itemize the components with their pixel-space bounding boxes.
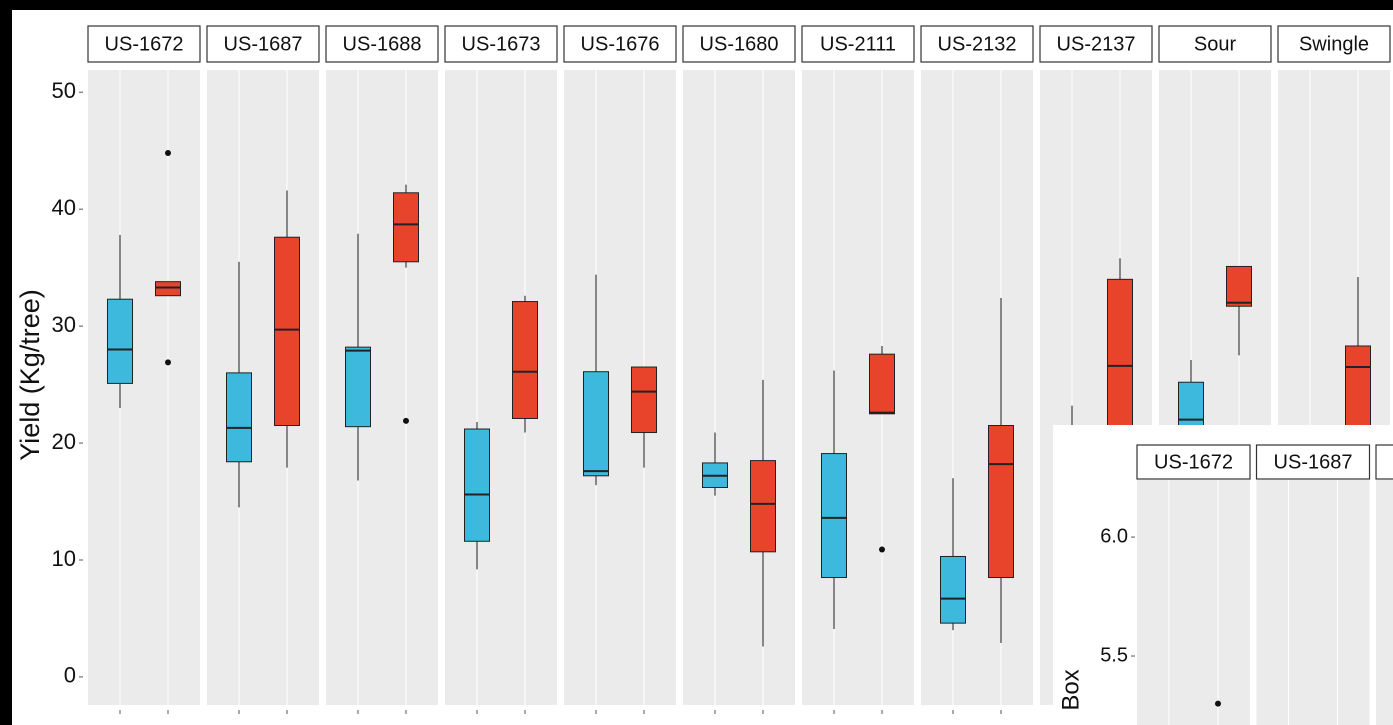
facet-panel <box>683 70 795 705</box>
strip <box>444 25 558 63</box>
box <box>107 298 133 384</box>
strip-label: US-1672 <box>1154 451 1233 473</box>
outlier <box>403 417 409 424</box>
y-tick-label: 30 <box>52 312 76 337</box>
y-axis-label: Box <box>1057 669 1084 710</box>
facet-panel <box>1137 480 1250 725</box>
box <box>512 301 538 419</box>
strip <box>1277 25 1391 63</box>
box <box>393 192 419 263</box>
box <box>940 555 966 624</box>
facet-panel <box>802 70 914 705</box>
box <box>583 371 609 477</box>
strip-label: US-1676 <box>581 33 660 55</box>
outlier <box>879 546 885 553</box>
strip <box>1255 444 1371 480</box>
strip-label: US-2111 <box>820 33 896 55</box>
facet-panel <box>1376 480 1393 725</box>
box <box>1226 265 1252 307</box>
box <box>155 281 181 297</box>
box <box>274 236 300 427</box>
y-axis-label: Yield (Kg/tree) <box>15 289 45 461</box>
strip-label: Swingle <box>1299 33 1369 55</box>
outlier <box>165 150 171 157</box>
y-tick-label: 40 <box>52 195 76 220</box>
box <box>226 372 252 463</box>
strip-label: US-1673 <box>462 33 541 55</box>
facet-panel <box>921 70 1033 705</box>
strip <box>206 25 320 63</box>
strip-label: US-1672 <box>105 33 184 55</box>
facet-panel <box>445 70 557 705</box>
strip <box>1375 444 1393 480</box>
facet-panel <box>326 70 438 705</box>
box <box>750 460 776 553</box>
box <box>631 366 657 434</box>
strip-label: Sour <box>1194 33 1237 55</box>
strip <box>682 25 796 63</box>
outlier <box>165 359 171 366</box>
y-tick-label: 10 <box>52 546 76 571</box>
strip <box>920 25 1034 63</box>
facet-panel <box>564 70 676 705</box>
box <box>1107 278 1133 444</box>
strip <box>801 25 915 63</box>
strip <box>1158 25 1272 63</box>
strip-label: US-1688 <box>343 33 422 55</box>
box <box>464 428 490 542</box>
strip-label: US-2132 <box>938 33 1017 55</box>
box <box>988 425 1014 579</box>
facet-panel <box>88 70 200 705</box>
y-tick-label: 6.0 <box>1100 525 1128 547</box>
strip <box>1136 444 1251 480</box>
y-tick-label: 50 <box>52 78 76 103</box>
box <box>869 353 895 415</box>
y-tick-label: 0 <box>64 663 76 688</box>
strip-label: US-1687 <box>224 33 303 55</box>
box <box>345 346 371 428</box>
facet-panel <box>1256 480 1370 725</box>
strip <box>563 25 677 63</box>
strip <box>1039 25 1153 63</box>
box <box>821 453 847 579</box>
y-tick-label: 20 <box>52 429 76 454</box>
strip-label: US-2137 <box>1057 33 1136 55</box>
y-tick-label: 5.5 <box>1100 644 1128 666</box>
facet-panel <box>207 70 319 705</box>
outlier <box>1215 700 1221 707</box>
strip-label: US-1680 <box>700 33 779 55</box>
strip-label: US-1687 <box>1274 451 1353 473</box>
strip <box>325 25 439 63</box>
strip <box>87 25 201 63</box>
